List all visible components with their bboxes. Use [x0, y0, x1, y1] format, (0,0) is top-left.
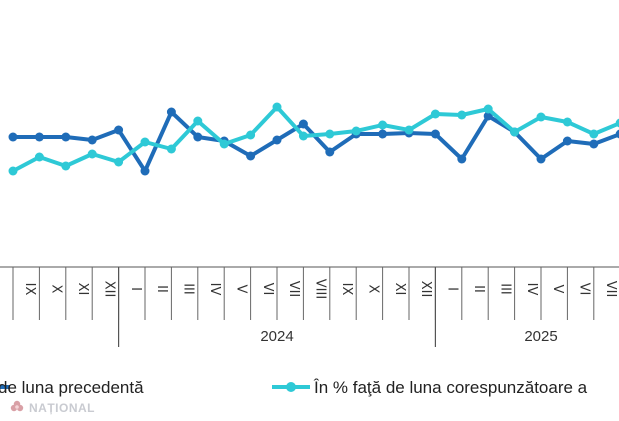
x-tick-label: II: [471, 285, 486, 293]
series-2: [8, 102, 619, 176]
data-point: [457, 110, 467, 120]
data-point: [589, 129, 599, 139]
data-point: [536, 112, 546, 122]
data-point: [140, 166, 150, 176]
x-tick-label: V: [233, 285, 248, 294]
data-point: [615, 118, 619, 128]
x-tick-label: IX: [22, 283, 37, 296]
data-point: [34, 152, 44, 162]
year-label: 2024: [260, 328, 293, 345]
data-point: [61, 132, 71, 142]
data-point: [246, 151, 256, 161]
data-point: [298, 119, 308, 129]
data-point: [87, 149, 97, 159]
data-point: [246, 130, 256, 140]
data-point: [325, 129, 335, 139]
x-tick-label: IV: [207, 283, 222, 296]
data-point: [430, 109, 440, 119]
x-tick-label: VIII: [313, 279, 328, 299]
data-point: [34, 132, 44, 142]
data-point: [272, 102, 282, 112]
x-tick-label: I: [445, 287, 460, 291]
data-point: [272, 135, 282, 145]
data-point: [430, 129, 440, 139]
data-point: [114, 125, 124, 135]
series-1: [8, 107, 619, 176]
x-tick-label: V: [550, 285, 565, 294]
x-tick-label: VII: [286, 281, 301, 298]
data-point: [219, 139, 229, 149]
data-point: [615, 129, 619, 139]
x-axis: IX X XI XII I II III IV V VI VII VIII IX X XI XII I II III…: [0, 266, 619, 347]
x-tick-label: XI: [75, 283, 90, 296]
data-point: [510, 127, 520, 137]
data-point: [378, 129, 388, 139]
x-tick-label: XII: [101, 281, 116, 298]
data-point: [193, 116, 203, 126]
legend-marker-2: [286, 382, 296, 392]
x-tick-label: I: [128, 287, 143, 291]
watermark-text: NAȚIONAL: [29, 401, 95, 415]
legend-label-2: În % faţă de luna corespunzătoare a: [313, 378, 588, 397]
x-tick-label: XI: [392, 283, 407, 296]
data-point: [114, 157, 124, 167]
series-layer: [8, 102, 619, 176]
x-tick-label: III: [497, 283, 512, 295]
series-line: [11, 110, 619, 173]
x-tick-label: VI: [577, 283, 592, 296]
x-tick-label: X: [49, 285, 64, 294]
data-point: [404, 125, 414, 135]
data-point: [166, 107, 176, 117]
watermark: NAȚIONAL: [10, 400, 95, 415]
data-point: [483, 111, 493, 121]
data-point: [8, 166, 18, 176]
x-tick-label: IX: [339, 283, 354, 296]
legend: de luna precedentă În % faţă de luna cor…: [0, 378, 588, 397]
x-tick-label: X: [365, 285, 380, 294]
data-point: [298, 131, 308, 141]
x-tick-label: VI: [260, 283, 275, 296]
x-tick-label: VII: [603, 281, 618, 298]
data-point: [536, 154, 546, 164]
legend-label-1: de luna precedentă: [0, 378, 144, 397]
data-point: [87, 135, 97, 145]
data-point: [140, 137, 150, 147]
data-point: [8, 132, 18, 142]
data-point: [351, 126, 361, 136]
x-tick-label: III: [181, 283, 196, 295]
year-label: 2025: [524, 328, 557, 345]
data-point: [61, 161, 71, 171]
data-point: [483, 104, 493, 114]
data-point: [562, 136, 572, 146]
rose-icon: [10, 400, 24, 412]
data-point: [166, 144, 176, 154]
x-tick-label: II: [154, 285, 169, 293]
data-point: [589, 139, 599, 149]
x-tick-label: IV: [524, 283, 539, 296]
data-point: [193, 132, 203, 142]
x-tick-label: XII: [418, 281, 433, 298]
data-point: [562, 117, 572, 127]
data-point: [457, 154, 467, 164]
data-point: [325, 147, 335, 157]
data-point: [378, 120, 388, 130]
